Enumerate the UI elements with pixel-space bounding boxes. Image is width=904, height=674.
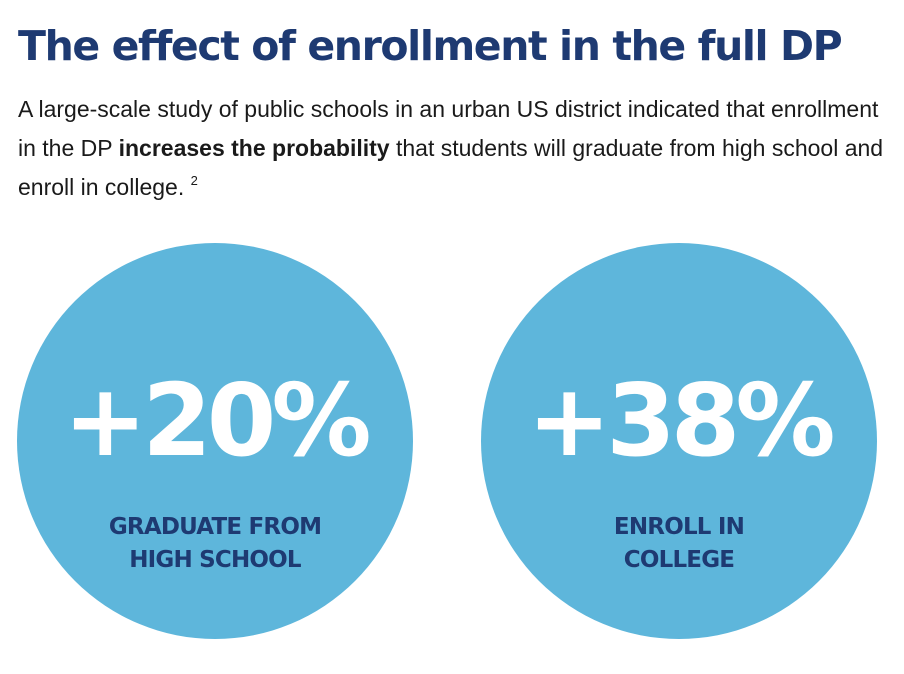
stat-label-college-line2: COLLEGE (623, 547, 735, 573)
intro-bold-phrase: increases the probability (118, 135, 390, 161)
stat-circle-graduate: +20% GRADUATE FROM HIGH SCHOOL (17, 243, 413, 639)
intro-text-part1: A large-scale study of public schools in… (18, 96, 879, 161)
stat-label-graduate-line2: HIGH SCHOOL (129, 547, 301, 573)
stat-label-college: ENROLL IN COLLEGE (481, 511, 877, 577)
stat-label-college-line1: ENROLL IN (613, 514, 745, 540)
intro-text-part2: that students will graduate from high sc… (18, 135, 884, 200)
intro-paragraph: A large-scale study of public schools in… (18, 90, 888, 207)
stat-circle-college: +38% ENROLL IN COLLEGE (481, 243, 877, 639)
stat-value-graduate: +20% (63, 362, 371, 479)
stat-value-college: +38% (527, 362, 835, 479)
stat-label-graduate-line1: GRADUATE FROM (108, 514, 322, 540)
footnote-marker: 2 (190, 173, 198, 188)
page-title: The effect of enrollment in the full DP (18, 22, 843, 70)
stat-label-graduate: GRADUATE FROM HIGH SCHOOL (17, 511, 413, 577)
